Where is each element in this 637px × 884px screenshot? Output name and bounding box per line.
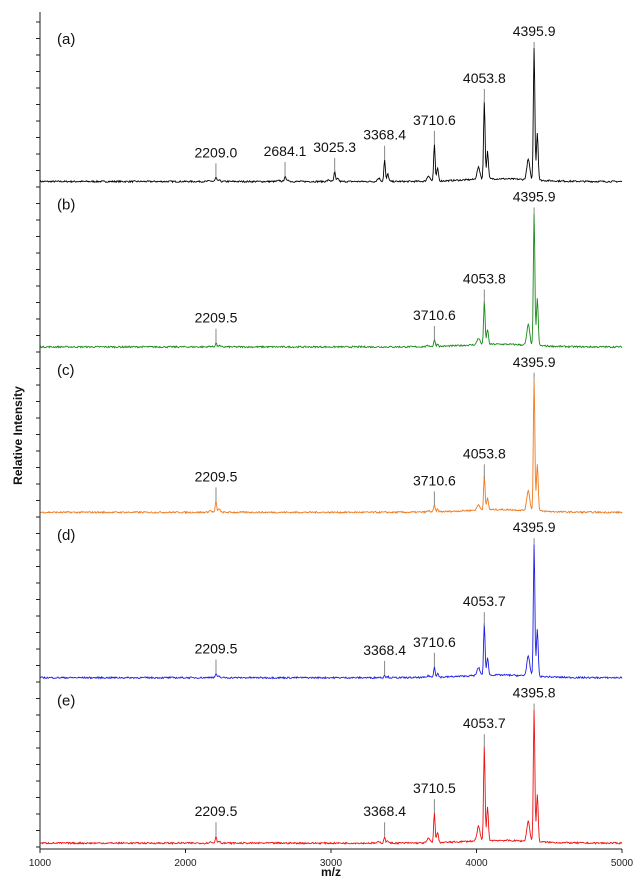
y-axis-title: Relative Intensity xyxy=(11,386,25,485)
peak-label: 4053.7 xyxy=(463,715,506,731)
spectrum-panel: (c) 2209.5 3710.6 4053.8 4395.9 xyxy=(39,354,623,515)
peak-label: 3710.6 xyxy=(413,112,456,128)
peak-label: 4395.9 xyxy=(513,188,556,204)
panel-label: (c) xyxy=(57,362,75,379)
peak-label: 3368.4 xyxy=(363,127,406,143)
panel-label: (b) xyxy=(57,196,75,213)
spectra-panels: (a) 2209.0 2684.1 3025.3 3368.4 3710.6 4053.8 4… xyxy=(39,23,623,846)
peak-label: 2209.5 xyxy=(195,468,238,484)
x-tick-label: 2000 xyxy=(174,858,197,869)
spectrum-panel: (a) 2209.0 2684.1 3025.3 3368.4 3710.6 4053.8 4… xyxy=(39,23,623,184)
spectrum-panel: (b) 2209.5 3710.6 4053.8 4395.9 xyxy=(39,188,623,349)
peak-label: 4053.8 xyxy=(463,270,506,286)
peak-label: 3025.3 xyxy=(313,139,356,155)
peak-label: 4395.9 xyxy=(513,519,556,535)
peak-label: 3710.5 xyxy=(413,780,456,796)
x-tick-label: 1000 xyxy=(29,858,52,869)
peak-label: 3710.6 xyxy=(413,634,456,650)
peak-label: 3368.4 xyxy=(363,803,406,819)
peak-label: 4395.9 xyxy=(513,354,556,370)
panel-label: (d) xyxy=(57,527,75,544)
x-axis-title: m/z xyxy=(321,865,341,879)
x-tick-label: 5000 xyxy=(611,858,634,869)
panel-label: (e) xyxy=(57,693,75,710)
peak-label: 2209.5 xyxy=(195,641,238,657)
spectrum-line xyxy=(39,544,623,680)
peak-label: 3710.6 xyxy=(413,307,456,323)
spectrum-line xyxy=(39,709,623,846)
peak-label: 2209.5 xyxy=(195,803,238,819)
peak-label: 4053.8 xyxy=(463,70,506,86)
spectrum-panel: (d) 2209.5 3368.4 3710.6 4053.7 4395.9 xyxy=(39,519,623,680)
x-tick-label: 3000 xyxy=(320,858,343,869)
peak-label: 4053.8 xyxy=(463,445,506,461)
peak-label: 3368.4 xyxy=(363,642,406,658)
spectrum-line xyxy=(39,378,623,515)
axes: 1000 2000 3000 4000 5000 xyxy=(29,12,634,869)
x-tick-label: 4000 xyxy=(465,858,488,869)
peak-label: 4395.9 xyxy=(513,23,556,39)
y-axis-ticks xyxy=(36,21,40,848)
spectrum-panel: (e) 2209.5 3368.4 3710.5 4053.7 4395.8 xyxy=(39,685,623,846)
spectrum-line xyxy=(39,213,623,349)
x-axis-ticks: 1000 2000 3000 4000 5000 xyxy=(29,849,634,869)
peak-label: 4053.7 xyxy=(463,593,506,609)
peak-label: 2684.1 xyxy=(264,143,307,159)
peak-label: 3710.6 xyxy=(413,472,456,488)
peak-label: 2209.5 xyxy=(195,310,238,326)
peak-label: 2209.0 xyxy=(194,144,237,160)
peak-label: 4395.8 xyxy=(513,685,556,701)
panel-label: (a) xyxy=(57,31,75,48)
spectrum-line xyxy=(39,47,623,184)
